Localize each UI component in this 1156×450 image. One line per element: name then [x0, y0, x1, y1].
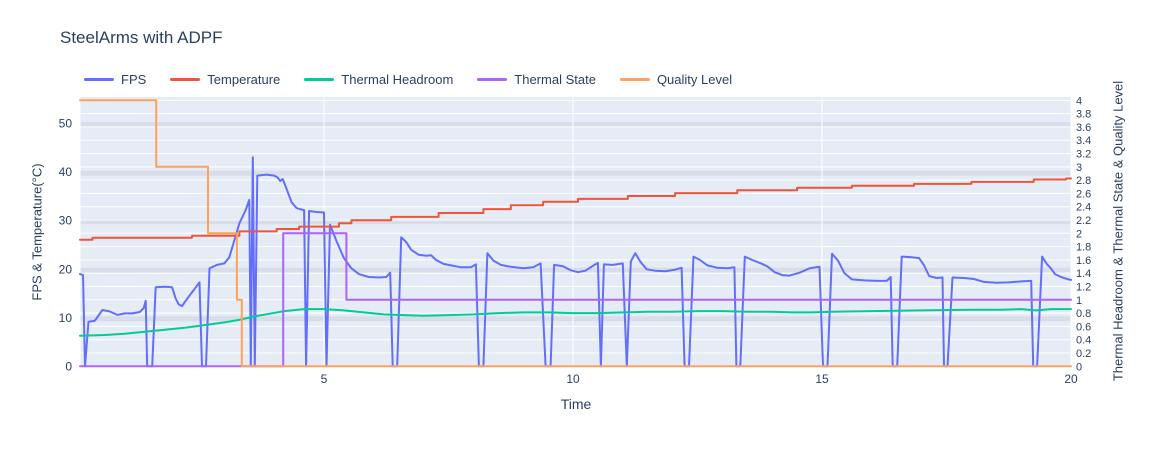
y-left-tick-label: 40 — [59, 165, 73, 179]
x-tick-label: 10 — [566, 372, 580, 386]
y-right-tick-label: 1.2 — [1076, 282, 1091, 294]
y-right-tick-label: 0.8 — [1076, 308, 1091, 320]
grid-band — [80, 267, 1071, 273]
y-right-tick-label: 0.6 — [1076, 321, 1091, 333]
x-axis-title: Time — [560, 396, 592, 412]
y-right-tick-label: 1 — [1076, 295, 1082, 307]
y-right-tick-label: 1.6 — [1076, 255, 1091, 267]
legend-label: FPS — [121, 72, 147, 87]
legend-label: Thermal State — [514, 72, 596, 87]
legend-swatch-icon — [304, 78, 335, 81]
y-right-tick-label: 3.2 — [1076, 149, 1091, 161]
y-right-tick-label: 2.8 — [1076, 175, 1091, 187]
y-right-tick-label: 3.6 — [1076, 122, 1091, 134]
chart-title: SteelArms with ADPF — [60, 28, 223, 47]
y-right-tick-label: 0.2 — [1076, 348, 1091, 360]
x-tick-label: 20 — [1064, 372, 1078, 386]
legend: FPS Temperature Thermal Headroom Thermal St… — [84, 72, 732, 87]
legend-swatch-icon — [84, 78, 114, 81]
grid-band — [80, 170, 1071, 176]
y-right-tick-label: 1.4 — [1076, 268, 1091, 280]
legend-label: Quality Level — [656, 72, 733, 87]
y-right-tick-label: 2 — [1076, 228, 1082, 240]
series-quality-level-line — [79, 99, 1072, 368]
series-fps-line — [79, 156, 1072, 368]
legend-swatch-icon — [477, 78, 508, 81]
y-right-tick-label: 0.4 — [1076, 335, 1091, 347]
y-right-tick-label: 2.6 — [1076, 188, 1091, 200]
grid-band — [80, 122, 1071, 128]
y-right-tick-label: 2.2 — [1076, 215, 1091, 227]
legend-label: Thermal Headroom — [341, 72, 454, 87]
y-right-tick-label: 4 — [1076, 95, 1082, 107]
legend-item-fps[interactable]: FPS — [84, 72, 146, 87]
y-left-tick-label: 0 — [65, 359, 72, 373]
legend-swatch-icon — [619, 78, 650, 81]
y-right-tick-label: 0 — [1076, 361, 1082, 373]
y-right-tick-label: 3.8 — [1076, 109, 1091, 121]
legend-item-thermal-headroom[interactable]: Thermal Headroom — [304, 72, 453, 87]
series-temperature-line — [79, 177, 1072, 241]
y-left-tick-label: 20 — [59, 262, 73, 276]
y-right-tick-label: 2.4 — [1076, 202, 1091, 214]
y-left-tick-label: 30 — [59, 214, 73, 228]
y-right-tick-label: 1.8 — [1076, 242, 1091, 254]
y-left-tick-label: 50 — [59, 117, 73, 131]
grid-band — [80, 316, 1071, 322]
grid-band — [80, 219, 1071, 225]
series-thermal-headroom-line — [79, 308, 1072, 337]
legend-item-quality-level[interactable]: Quality Level — [619, 72, 733, 87]
legend-swatch-icon — [170, 78, 201, 81]
legend-item-thermal-state[interactable]: Thermal State — [477, 72, 596, 87]
x-tick-label: 15 — [815, 372, 829, 386]
y-right-tick-label: 3.4 — [1076, 135, 1091, 147]
legend-item-temperature[interactable]: Temperature — [170, 72, 280, 87]
y-axis-right-title: Thermal Headroom & Thermal State & Quali… — [1110, 80, 1126, 382]
y-left-tick-label: 10 — [59, 311, 73, 325]
y-axis-left-title: FPS & Temperature(°C) — [29, 163, 45, 301]
y-right-tick-label: 3 — [1076, 162, 1082, 174]
legend-label: Temperature — [207, 72, 281, 87]
x-tick-label: 5 — [321, 372, 328, 386]
